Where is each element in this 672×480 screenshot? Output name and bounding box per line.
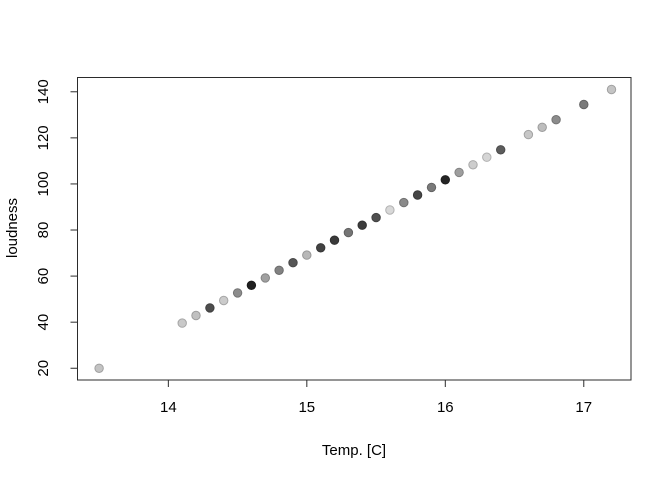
data-point [606,84,617,95]
data-point [205,303,215,313]
x-axis-tick-label: 17 [575,399,592,416]
data-point [551,115,561,125]
data-point [482,152,492,162]
data-point [191,310,201,321]
data-point [274,265,284,275]
data-point [385,205,395,215]
data-point [288,258,298,268]
y-axis-tick-label: 60 [35,268,52,285]
y-axis-tick-label: 80 [35,222,52,239]
data-point [316,243,326,253]
x-axis-tick-label: 14 [160,399,177,416]
x-axis-tick-label: 15 [298,399,315,416]
data-point [219,295,229,306]
data-point [496,145,506,155]
x-axis-label: Temp. [C] [322,442,386,459]
data-point [246,280,257,290]
data-point [94,363,104,373]
data-point [523,129,534,140]
y-axis: 20 40 60 80 100 120 140 [35,79,78,377]
data-point [426,182,437,193]
y-axis-tick-label: 120 [35,125,52,150]
y-axis-tick-label: 140 [35,79,52,104]
data-point [260,273,270,283]
plot-border [77,77,632,381]
x-axis-tick-label: 16 [437,399,454,416]
data-point [579,99,589,110]
data-point [232,288,243,298]
data-point [302,250,312,260]
data-point [343,227,354,238]
data-points [94,84,617,373]
y-axis-tick-label: 20 [35,360,52,377]
data-point [412,190,423,200]
data-point [440,175,450,185]
data-point [399,197,409,208]
data-point [537,122,547,133]
data-point [454,167,464,178]
data-point [468,160,478,170]
data-point [371,212,381,223]
data-point [177,318,187,328]
data-point [329,235,340,245]
x-axis: 14 15 16 17 [160,380,592,416]
data-point [357,220,367,230]
y-axis-tick-label: 40 [35,314,52,331]
y-axis-tick-label: 100 [35,171,52,196]
y-axis-label: loudness [4,198,21,258]
